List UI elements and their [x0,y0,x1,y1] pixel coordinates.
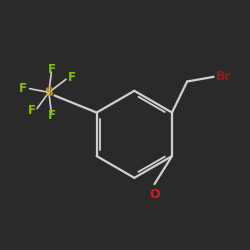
Text: F: F [68,71,76,84]
Text: S: S [44,86,53,99]
Text: Br: Br [216,70,232,83]
Text: F: F [19,82,27,95]
Text: F: F [48,108,56,122]
Text: F: F [28,104,36,117]
Text: O: O [149,188,160,201]
Text: F: F [48,63,56,76]
